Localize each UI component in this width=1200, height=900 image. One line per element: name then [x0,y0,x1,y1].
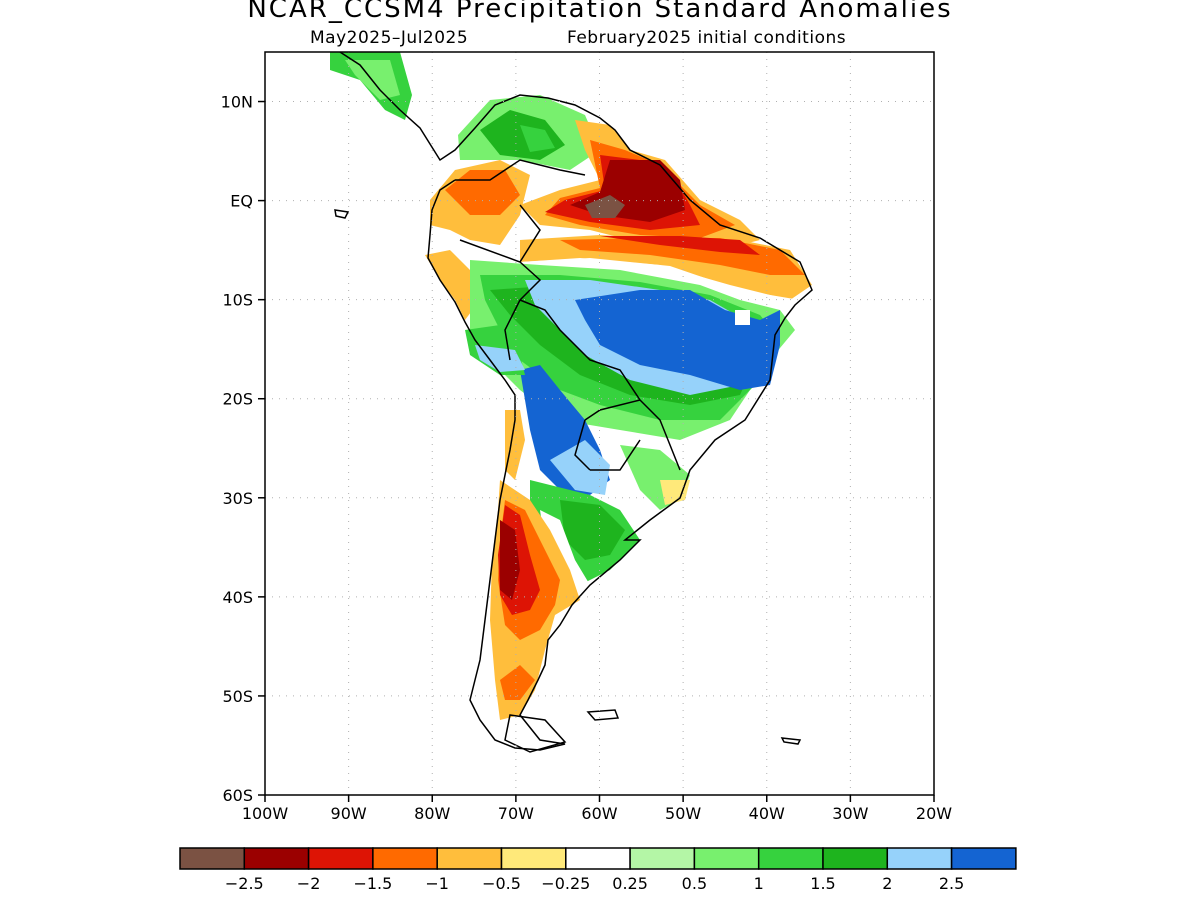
color-swatch [886,847,953,870]
lon-tick-label: 90W [331,804,367,823]
color-swatch [822,847,889,870]
latitude-labels: 10N EQ 10S 20S 30S 40S 50S 60S [221,93,253,805]
color-scale-label: 0.25 [612,874,648,893]
lon-tick-label: 60W [581,804,617,823]
color-swatch [436,847,503,870]
color-scale-labels: −2.5 −2 −1.5 −1 −0.5 −0.25 0.25 0.5 1 1.5 2 2.5 [225,874,964,893]
lon-tick-label: 30W [832,804,868,823]
lon-tick-label: 100W [242,804,289,823]
color-scale-label: −2 [297,874,321,893]
coastline-south-america [339,51,813,751]
color-scale-label: −0.5 [482,874,521,893]
longitude-labels: 100W 90W 80W 70W 60W 50W 40W 30W 20W [242,804,952,823]
lat-tick-label: 10S [222,291,253,310]
axis-ticks [258,100,935,802]
color-swatch [629,847,696,870]
galapagos-islands [334,209,350,219]
lon-tick-label: 40W [749,804,785,823]
color-swatch [243,847,310,870]
color-swatch [372,847,438,870]
map-title: NCAR_CCSM4 Precipitation Standard Anomal… [247,0,953,24]
lat-tick-label: 60S [222,786,253,805]
color-swatch [693,847,760,870]
lat-tick-label: 40S [222,588,253,607]
color-scale-legend [179,847,1017,870]
map-grid [265,52,934,795]
color-scale-label: 1 [754,874,764,893]
color-swatch [500,847,567,870]
color-scale-label: −0.25 [541,874,590,893]
tierra-del-fuego [504,714,567,753]
color-swatch [757,847,824,870]
lon-tick-label: 70W [498,804,534,823]
lat-tick-label: 20S [222,390,253,409]
lat-tick-label: EQ [230,192,253,211]
color-scale-label: −1.5 [353,874,392,893]
lat-tick-label: 50S [222,687,253,706]
color-swatch [950,847,1017,870]
color-swatch [179,847,246,870]
south-georgia [780,737,802,745]
falkland-islands [586,709,620,721]
anomaly-fill-layer [330,52,812,720]
lon-tick-label: 50W [665,804,701,823]
lon-tick-label: 80W [414,804,450,823]
country-borders [455,159,681,471]
lat-tick-label: 30S [222,489,253,508]
initial-conditions-label: February2025 initial conditions [567,28,847,48]
color-scale-label: 2.5 [939,874,964,893]
lon-tick-label: 20W [916,804,952,823]
color-scale-label: 1.5 [810,874,835,893]
coastline-layer [334,51,813,753]
color-swatch [565,847,631,870]
anomaly-region-central-brazil [575,290,780,390]
lat-tick-label: 10N [221,93,253,112]
color-scale-label: 2 [882,874,892,893]
valid-period-label: May2025–Jul2025 [310,28,469,48]
color-swatch [307,847,374,870]
color-scale-label: −1 [425,874,449,893]
color-scale-label: −2.5 [225,874,264,893]
color-scale-label: 0.5 [682,874,707,893]
